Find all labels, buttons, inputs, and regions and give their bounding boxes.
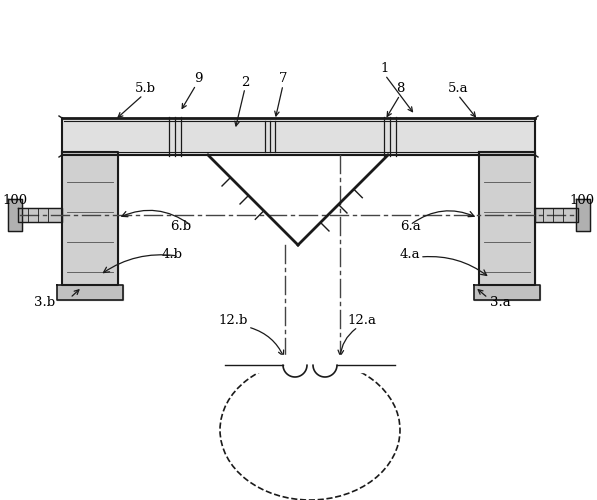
Text: 8: 8 bbox=[396, 82, 404, 94]
Text: 2: 2 bbox=[241, 76, 249, 88]
Ellipse shape bbox=[220, 360, 400, 500]
Text: 100: 100 bbox=[570, 194, 595, 206]
Text: 9: 9 bbox=[194, 72, 202, 85]
Text: 12.b: 12.b bbox=[219, 314, 248, 326]
Text: 3.a: 3.a bbox=[490, 296, 511, 308]
Text: 3.b: 3.b bbox=[35, 296, 56, 308]
Text: 1: 1 bbox=[381, 62, 389, 74]
Text: Фиг.1: Фиг.1 bbox=[275, 481, 321, 495]
Text: 6.a: 6.a bbox=[400, 220, 421, 232]
Text: 4.a: 4.a bbox=[400, 248, 421, 262]
Text: 7: 7 bbox=[279, 72, 287, 85]
Text: 5.b: 5.b bbox=[134, 82, 155, 94]
Text: 100: 100 bbox=[2, 194, 27, 206]
Text: 6.b: 6.b bbox=[170, 220, 191, 232]
Text: 12.a: 12.a bbox=[347, 314, 377, 326]
Text: 4.b: 4.b bbox=[162, 248, 183, 262]
Text: 5.a: 5.a bbox=[448, 82, 468, 94]
